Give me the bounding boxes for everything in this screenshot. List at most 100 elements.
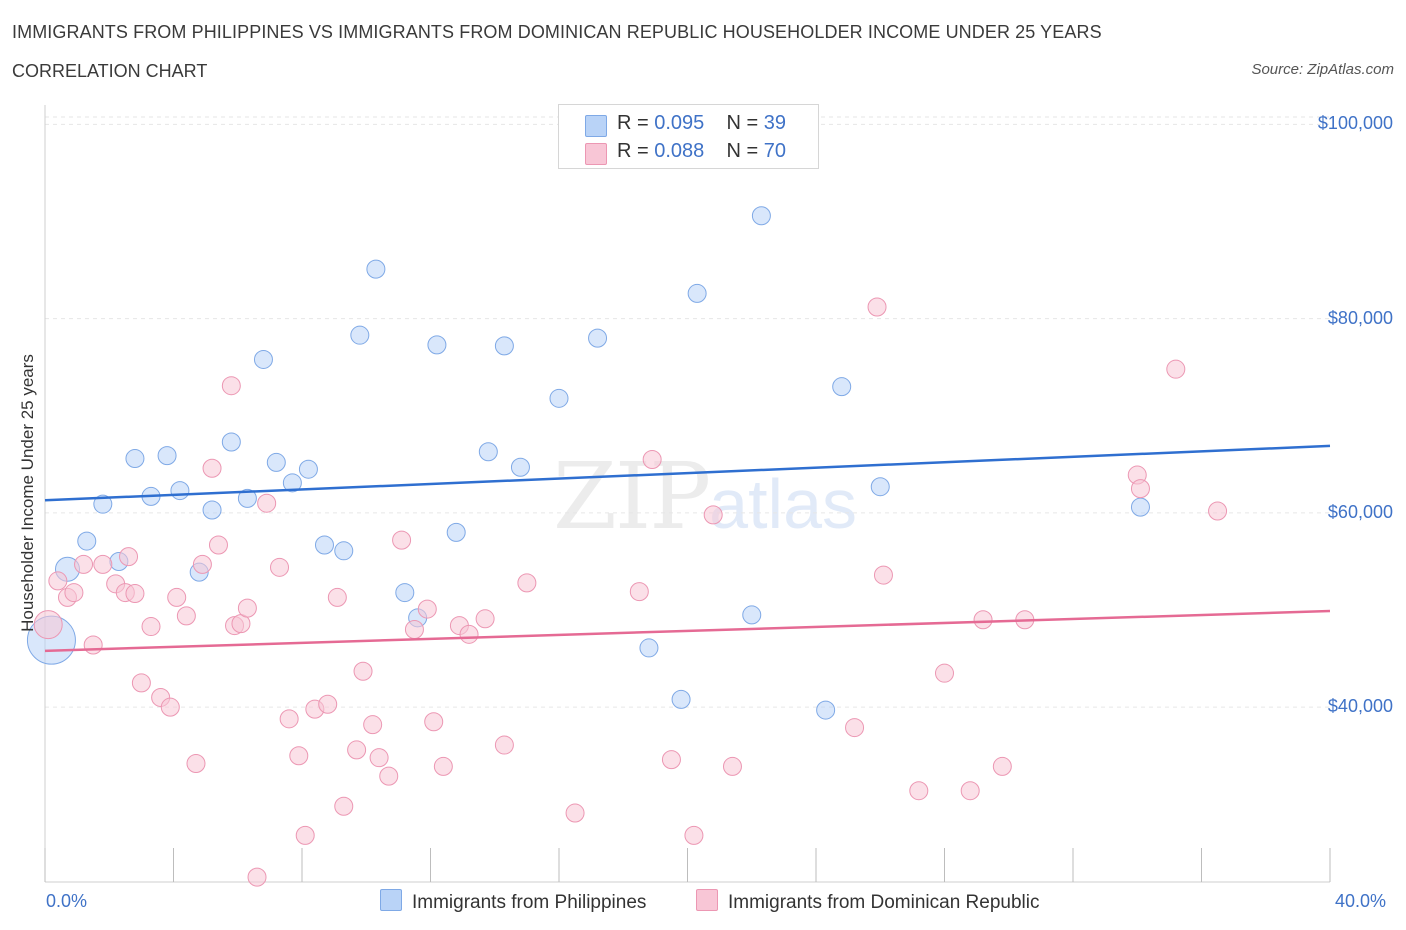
legend-r-label: R = (617, 112, 655, 134)
point-dominican (176, 606, 196, 626)
point-dominican (404, 619, 424, 639)
chart-title: IMMIGRANTS FROM PHILIPPINES VS IMMIGRANT… (12, 22, 1102, 42)
point-philippines (1130, 497, 1150, 517)
point-dominican (722, 756, 742, 776)
point-philippines (221, 432, 241, 452)
point-dominican (257, 493, 277, 513)
point-philippines (478, 442, 498, 462)
point-dominican (141, 617, 161, 637)
legend-swatch-dominican (585, 143, 607, 165)
y-tick-label: $100,000 (1317, 113, 1393, 134)
point-dominican (973, 610, 993, 630)
point-dominican (74, 554, 94, 574)
point-dominican (909, 781, 929, 801)
point-dominican (494, 735, 514, 755)
point-philippines (157, 446, 177, 466)
point-dominican (33, 610, 63, 640)
point-dominican (1166, 359, 1186, 379)
point-dominican (334, 796, 354, 816)
point-dominican (433, 756, 453, 776)
point-dominican (192, 554, 212, 574)
point-dominican (93, 554, 113, 574)
point-dominican (221, 376, 241, 396)
point-philippines (832, 377, 852, 397)
point-dominican (873, 565, 893, 585)
point-philippines (266, 452, 286, 472)
point-philippines (237, 488, 257, 508)
y-axis-title: Householder Income Under 25 years (18, 354, 37, 632)
point-philippines (334, 541, 354, 561)
point-dominican (684, 825, 704, 845)
legend-n-label: N = (726, 140, 764, 162)
point-philippines (510, 457, 530, 477)
legend-r-label: R = (617, 140, 655, 162)
point-philippines (350, 325, 370, 345)
point-dominican (208, 535, 228, 555)
point-dominican (1208, 501, 1228, 521)
legend-swatch-philippines (585, 115, 607, 137)
point-dominican (629, 582, 649, 602)
point-dominican (703, 505, 723, 525)
point-dominican (237, 598, 257, 618)
point-dominican (119, 547, 139, 567)
point-dominican (48, 571, 68, 591)
point-dominican (347, 740, 367, 760)
point-philippines (549, 388, 569, 408)
point-philippines (816, 700, 836, 720)
point-dominican (289, 746, 309, 766)
point-philippines (395, 583, 415, 603)
point-dominican (960, 781, 980, 801)
y-tick-label: $40,000 (1327, 696, 1393, 717)
point-philippines (170, 481, 190, 501)
point-philippines (751, 206, 771, 226)
data-points (26, 206, 1228, 887)
x-tick-label-max: 40.0% (1335, 891, 1387, 911)
legend-n-value: 70 (763, 140, 787, 162)
series-label-philippines: Immigrants from Philippines (412, 892, 647, 913)
x-tick-label-min: 0.0% (46, 891, 88, 911)
point-philippines (125, 449, 145, 469)
watermark-atlas: atlas (709, 465, 858, 543)
point-philippines (494, 336, 514, 356)
point-philippines (671, 689, 691, 709)
series-legend-philippines[interactable]: Immigrants from Philippines (380, 889, 646, 914)
point-dominican (369, 748, 389, 768)
trend-lines (44, 444, 1331, 653)
point-dominican (392, 530, 412, 550)
point-dominican (279, 709, 299, 729)
legend-n-label: N = (726, 112, 764, 134)
point-philippines (742, 605, 762, 625)
point-dominican (270, 557, 290, 577)
point-dominican (202, 458, 222, 478)
point-philippines (314, 535, 334, 555)
point-dominican (1130, 479, 1150, 499)
point-dominican (186, 754, 206, 774)
point-dominican (935, 663, 954, 683)
chart-subtitle: CORRELATION CHART (12, 61, 208, 81)
point-philippines (77, 531, 97, 551)
point-philippines (427, 335, 447, 355)
point-philippines (366, 259, 386, 279)
point-philippines (282, 473, 302, 493)
point-dominican (353, 661, 373, 681)
point-philippines (588, 328, 608, 348)
legend-n-value: 39 (763, 112, 787, 134)
point-dominican (517, 573, 537, 593)
point-philippines (253, 349, 273, 369)
point-dominican (992, 756, 1012, 776)
point-dominican (318, 694, 338, 714)
point-dominican (160, 697, 180, 717)
point-dominican (125, 584, 145, 604)
source-label: Source: ZipAtlas.com (1251, 61, 1394, 78)
point-dominican (642, 450, 662, 470)
y-tick-label: $60,000 (1327, 501, 1393, 522)
series-swatch-philippines (380, 889, 402, 911)
point-dominican (64, 583, 84, 603)
point-dominican (379, 766, 399, 786)
point-dominican (327, 587, 347, 607)
point-philippines (639, 638, 659, 658)
series-legend-dominican[interactable]: Immigrants from Dominican Republic (696, 889, 1040, 914)
point-dominican (131, 673, 151, 693)
point-philippines (202, 500, 222, 520)
point-dominican (363, 715, 383, 735)
